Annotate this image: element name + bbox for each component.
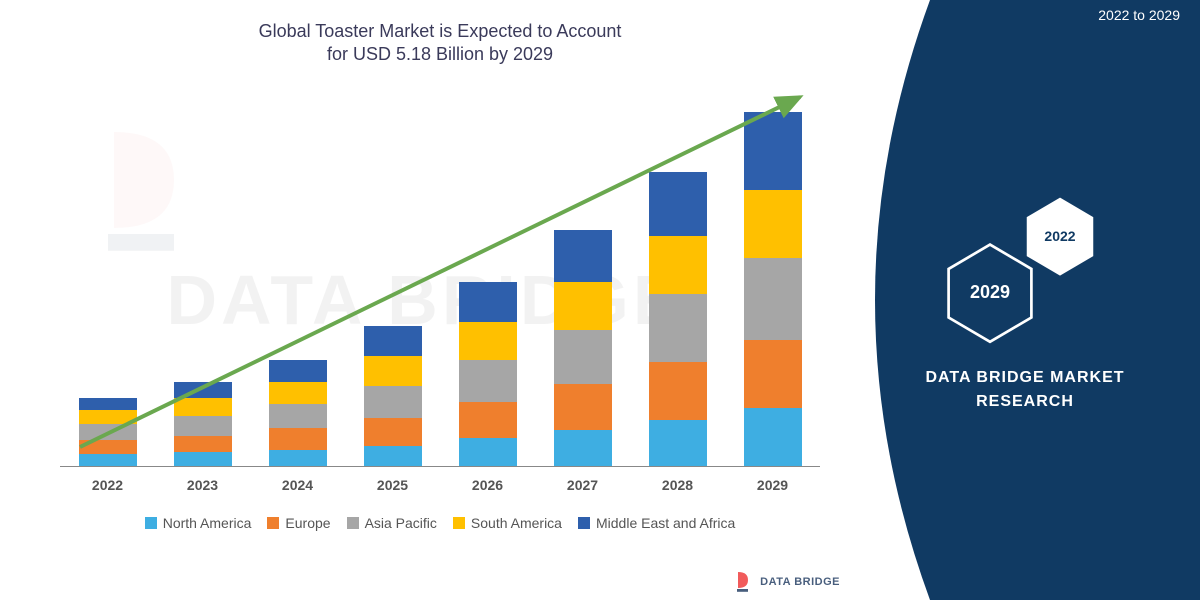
bar-segment [174, 436, 232, 452]
legend-item: Europe [267, 515, 330, 531]
x-axis-label: 2027 [554, 471, 612, 497]
page: DATA BRIDGE Global Toaster Market is Exp… [0, 0, 1200, 600]
legend-label: South America [471, 515, 562, 531]
hexagon-start-year-label: 2022 [1044, 228, 1075, 244]
brand-name: DATA BRIDGE MARKET RESEARCH [925, 366, 1124, 414]
legend-label: Asia Pacific [365, 515, 437, 531]
legend-item: North America [145, 515, 252, 531]
bar-2029 [744, 112, 802, 466]
bar-segment [554, 384, 612, 430]
chart-title: Global Toaster Market is Expected to Acc… [60, 20, 820, 67]
bars-container [60, 77, 820, 467]
bar-segment [459, 282, 517, 322]
bar-2027 [554, 230, 612, 466]
hexagon-group: 2029 2022 [925, 186, 1125, 346]
title-line-1: Global Toaster Market is Expected to Acc… [259, 21, 622, 41]
bar-2024 [269, 360, 327, 466]
bar-segment [554, 330, 612, 384]
bar-2023 [174, 382, 232, 466]
bar-segment [649, 362, 707, 420]
hexagon-end-year-label: 2029 [970, 282, 1010, 303]
bar-segment [459, 360, 517, 402]
footer-logo: DATA BRIDGE [734, 570, 840, 594]
bar-segment [269, 450, 327, 466]
bar-segment [554, 282, 612, 330]
x-axis-label: 2025 [364, 471, 422, 497]
brand-line-1: DATA BRIDGE MARKET [925, 369, 1124, 386]
bar-segment [269, 404, 327, 428]
bar-segment [269, 382, 327, 404]
legend-swatch-icon [347, 517, 359, 529]
bar-segment [459, 322, 517, 360]
bar-2028 [649, 172, 707, 466]
x-axis-label: 2026 [459, 471, 517, 497]
legend-swatch-icon [578, 517, 590, 529]
bar-segment [364, 418, 422, 446]
bar-segment [269, 360, 327, 382]
bar-segment [79, 424, 137, 440]
bar-segment [744, 340, 802, 408]
bar-2026 [459, 282, 517, 466]
x-axis-label: 2023 [174, 471, 232, 497]
legend-item: Middle East and Africa [578, 515, 735, 531]
hexagon-end-year: 2029 [945, 241, 1035, 345]
x-axis-label: 2028 [649, 471, 707, 497]
bar-segment [364, 356, 422, 386]
legend-label: North America [163, 515, 252, 531]
bar-segment [554, 430, 612, 466]
bar-segment [554, 230, 612, 282]
bar-segment [174, 382, 232, 398]
x-axis-label: 2022 [79, 471, 137, 497]
hexagon-start-year: 2022 [1025, 196, 1095, 277]
bar-2022 [79, 398, 137, 466]
bar-segment [649, 294, 707, 362]
bar-segment [364, 386, 422, 418]
bar-segment [79, 454, 137, 466]
forecast-period: 2022 to 2029 [1098, 6, 1180, 24]
bar-segment [269, 428, 327, 450]
footer-logo-text: DATA BRIDGE [760, 577, 840, 588]
bar-segment [79, 440, 137, 454]
legend: North America Europe Asia Pacific South Ame… [60, 515, 820, 531]
legend-item: South America [453, 515, 562, 531]
bar-segment [744, 258, 802, 340]
bar-segment [744, 408, 802, 466]
title-line-2: for USD 5.18 Billion by 2029 [327, 44, 553, 64]
footer-logo-icon [734, 570, 754, 594]
legend-label: Middle East and Africa [596, 515, 735, 531]
bar-segment [649, 172, 707, 236]
brand-line-2: RESEARCH [976, 393, 1074, 410]
legend-swatch-icon [453, 517, 465, 529]
bar-segment [174, 452, 232, 466]
chart-panel: DATA BRIDGE Global Toaster Market is Exp… [0, 0, 850, 600]
bar-segment [649, 236, 707, 294]
legend-label: Europe [285, 515, 330, 531]
x-axis-labels: 2022 2023 2024 2025 2026 2027 2028 2029 [60, 471, 820, 497]
bar-segment [174, 398, 232, 416]
x-axis-label: 2024 [269, 471, 327, 497]
bar-segment [79, 398, 137, 410]
chart-area: 2022 2023 2024 2025 2026 2027 2028 2029 [60, 77, 820, 497]
legend-item: Asia Pacific [347, 515, 437, 531]
bar-segment [744, 190, 802, 258]
legend-swatch-icon [145, 517, 157, 529]
bar-segment [364, 326, 422, 356]
bar-segment [174, 416, 232, 436]
bar-segment [649, 420, 707, 466]
x-axis-label: 2029 [744, 471, 802, 497]
bar-segment [744, 112, 802, 190]
bar-segment [459, 438, 517, 466]
legend-swatch-icon [267, 517, 279, 529]
bar-2025 [364, 326, 422, 466]
bar-segment [364, 446, 422, 466]
bar-segment [79, 410, 137, 424]
brand-panel: 2022 to 2029 2029 2022 DATA BRIDGE MARKE… [850, 0, 1200, 600]
bar-segment [459, 402, 517, 438]
period-value: 2022 to 2029 [1098, 7, 1180, 23]
